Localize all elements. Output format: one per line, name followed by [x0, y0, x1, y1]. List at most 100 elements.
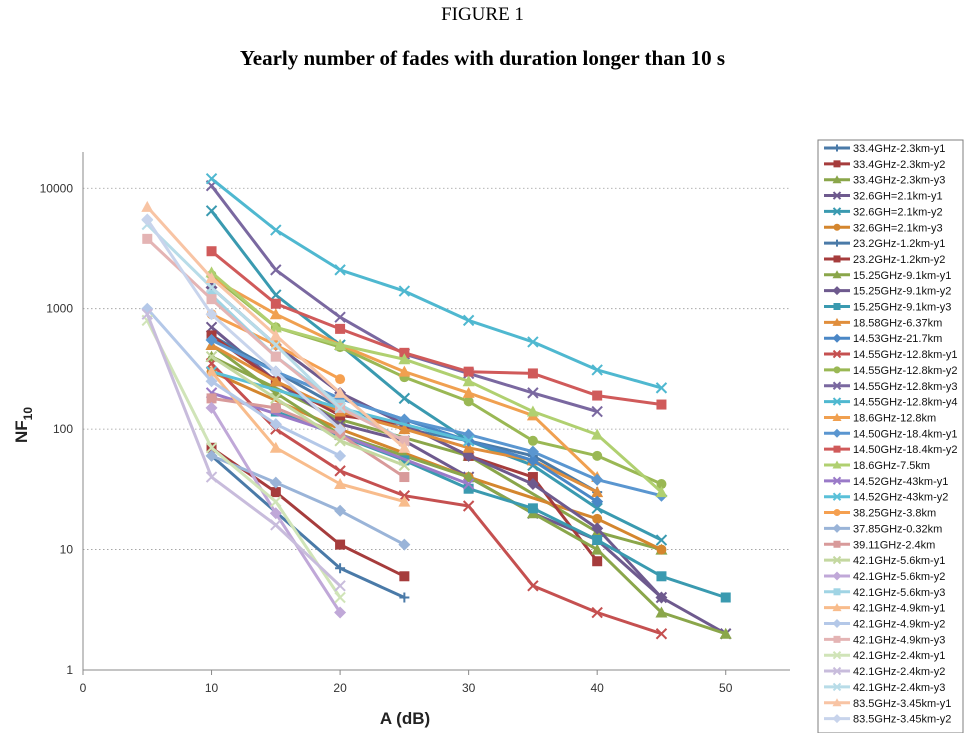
legend-label: 33.4GHz-2.3km-y3: [853, 175, 945, 187]
data-point: [270, 495, 282, 508]
data-point: [206, 393, 217, 404]
data-point: [591, 473, 604, 486]
data-point: [591, 543, 604, 555]
series-line: [210, 270, 663, 494]
data-point: [399, 592, 410, 603]
data-point: [334, 264, 346, 276]
data-point: [269, 308, 282, 320]
data-point: [591, 428, 604, 440]
data-point: [591, 364, 603, 376]
data-point: [462, 314, 475, 327]
legend-item: 14.50GHz-18.4km-y2: [824, 444, 958, 456]
legend-item: 83.5GHz-3.45km-y1: [824, 698, 951, 710]
data-point: [206, 246, 217, 257]
data-point: [833, 445, 841, 453]
legend-item: 83.5GHz-3.45km-y2: [824, 714, 951, 726]
x-tick-label: 50: [719, 681, 733, 695]
data-point: [832, 666, 842, 676]
series-line: [210, 370, 406, 504]
legend-item: 14.55GHz-12.8km-y2: [824, 365, 958, 377]
data-point: [334, 465, 346, 477]
legend-item: 42.1GHz-4.9km-y2: [824, 619, 945, 631]
data-point: [655, 628, 668, 640]
data-point: [832, 381, 842, 390]
figure-label: FIGURE 1: [441, 4, 524, 25]
data-point: [334, 478, 347, 490]
data-point: [269, 441, 282, 453]
data-point: [655, 534, 668, 546]
series-14-55ghz-12-8km-y4: [205, 173, 668, 394]
data-point: [205, 442, 218, 454]
legend-label: 15.25GHz-9.1km-y3: [853, 302, 951, 314]
legend-label: 15.25GHz-9.1km-y2: [853, 286, 951, 298]
data-point: [832, 317, 842, 326]
data-point: [205, 350, 218, 363]
legend-item: 37.85GHz-0.32km: [824, 523, 942, 535]
data-point: [832, 555, 842, 565]
data-point: [206, 294, 217, 305]
data-point: [462, 435, 475, 447]
y-tick-label: 10000: [40, 181, 74, 195]
legend-item: 38.25GHz-3.8km: [824, 508, 936, 520]
data-point: [592, 390, 603, 401]
data-point: [270, 339, 282, 351]
legend-item: 14.55GHz-12.8km-y3: [824, 381, 958, 393]
data-point: [719, 627, 732, 639]
data-point: [833, 303, 841, 310]
series-83-5ghz-3-45km-y2: [141, 213, 347, 436]
legend-item: 42.1GHz-5.6km-y1: [824, 555, 945, 567]
series-line: [145, 312, 342, 588]
data-point: [335, 539, 346, 550]
legend-item: 42.1GHz-2.4km-y2: [824, 666, 945, 678]
legend-label: 33.4GHz-2.3km-y1: [853, 143, 945, 155]
data-point: [527, 435, 538, 446]
data-point: [832, 714, 842, 724]
y-tick-label: 1: [66, 663, 73, 677]
axes: [82, 152, 790, 675]
x-tick-label: 10: [205, 681, 219, 695]
legend-label: 14.53GHz-21.7km: [853, 333, 942, 345]
data-point: [269, 365, 282, 378]
data-point: [398, 441, 411, 453]
series-18-6ghz-7-5km: [205, 266, 668, 498]
data-point: [832, 349, 842, 359]
data-point: [334, 423, 347, 436]
legend-item: 23.2GHz-1.2km-y2: [824, 254, 945, 266]
legend-item: 33.4GHz-2.3km-y2: [824, 159, 945, 171]
data-point: [270, 298, 281, 309]
data-point: [399, 472, 410, 483]
series-line: [210, 209, 663, 542]
legend-item: 33.4GHz-2.3km-y1: [824, 143, 945, 155]
y-tick-label: 10: [60, 543, 74, 557]
data-point: [591, 606, 603, 619]
data-point: [205, 308, 218, 321]
data-point: [335, 323, 346, 334]
legend-label: 14.55GHz-12.8km-y4: [853, 397, 958, 409]
legend-item: 42.1GHz-2.4km-y3: [824, 682, 945, 694]
legend-item: 18.58GHz-6.37km: [824, 317, 942, 329]
data-point: [269, 329, 282, 341]
data-point: [591, 486, 604, 498]
legend-item: 42.1GHz-5.6km-y3: [824, 587, 945, 599]
data-point: [832, 397, 842, 406]
legend-label: 14.50GHz-18.4km-y2: [853, 444, 958, 456]
data-point: [526, 405, 539, 417]
legend-label: 42.1GHz-2.4km-y1: [853, 650, 945, 662]
data-point: [398, 392, 411, 405]
series-33-4ghz-2-3km-y1: [206, 450, 410, 603]
data-point: [591, 405, 603, 418]
data-point: [832, 333, 842, 343]
data-point: [205, 401, 218, 414]
figure-title: Yearly number of fades with duration lon…: [239, 46, 726, 70]
data-point: [463, 396, 474, 407]
data-point: [832, 492, 842, 501]
legend-item: 42.1GHz-2.4km-y1: [824, 650, 945, 662]
legend-label: 23.2GHz-1.2km-y2: [853, 254, 945, 266]
legend-item: 42.1GHz-5.6km-y2: [824, 571, 945, 583]
data-point: [269, 418, 282, 431]
data-point: [205, 173, 218, 185]
data-point: [592, 556, 603, 567]
series-line: [145, 218, 342, 431]
data-point: [592, 450, 603, 461]
